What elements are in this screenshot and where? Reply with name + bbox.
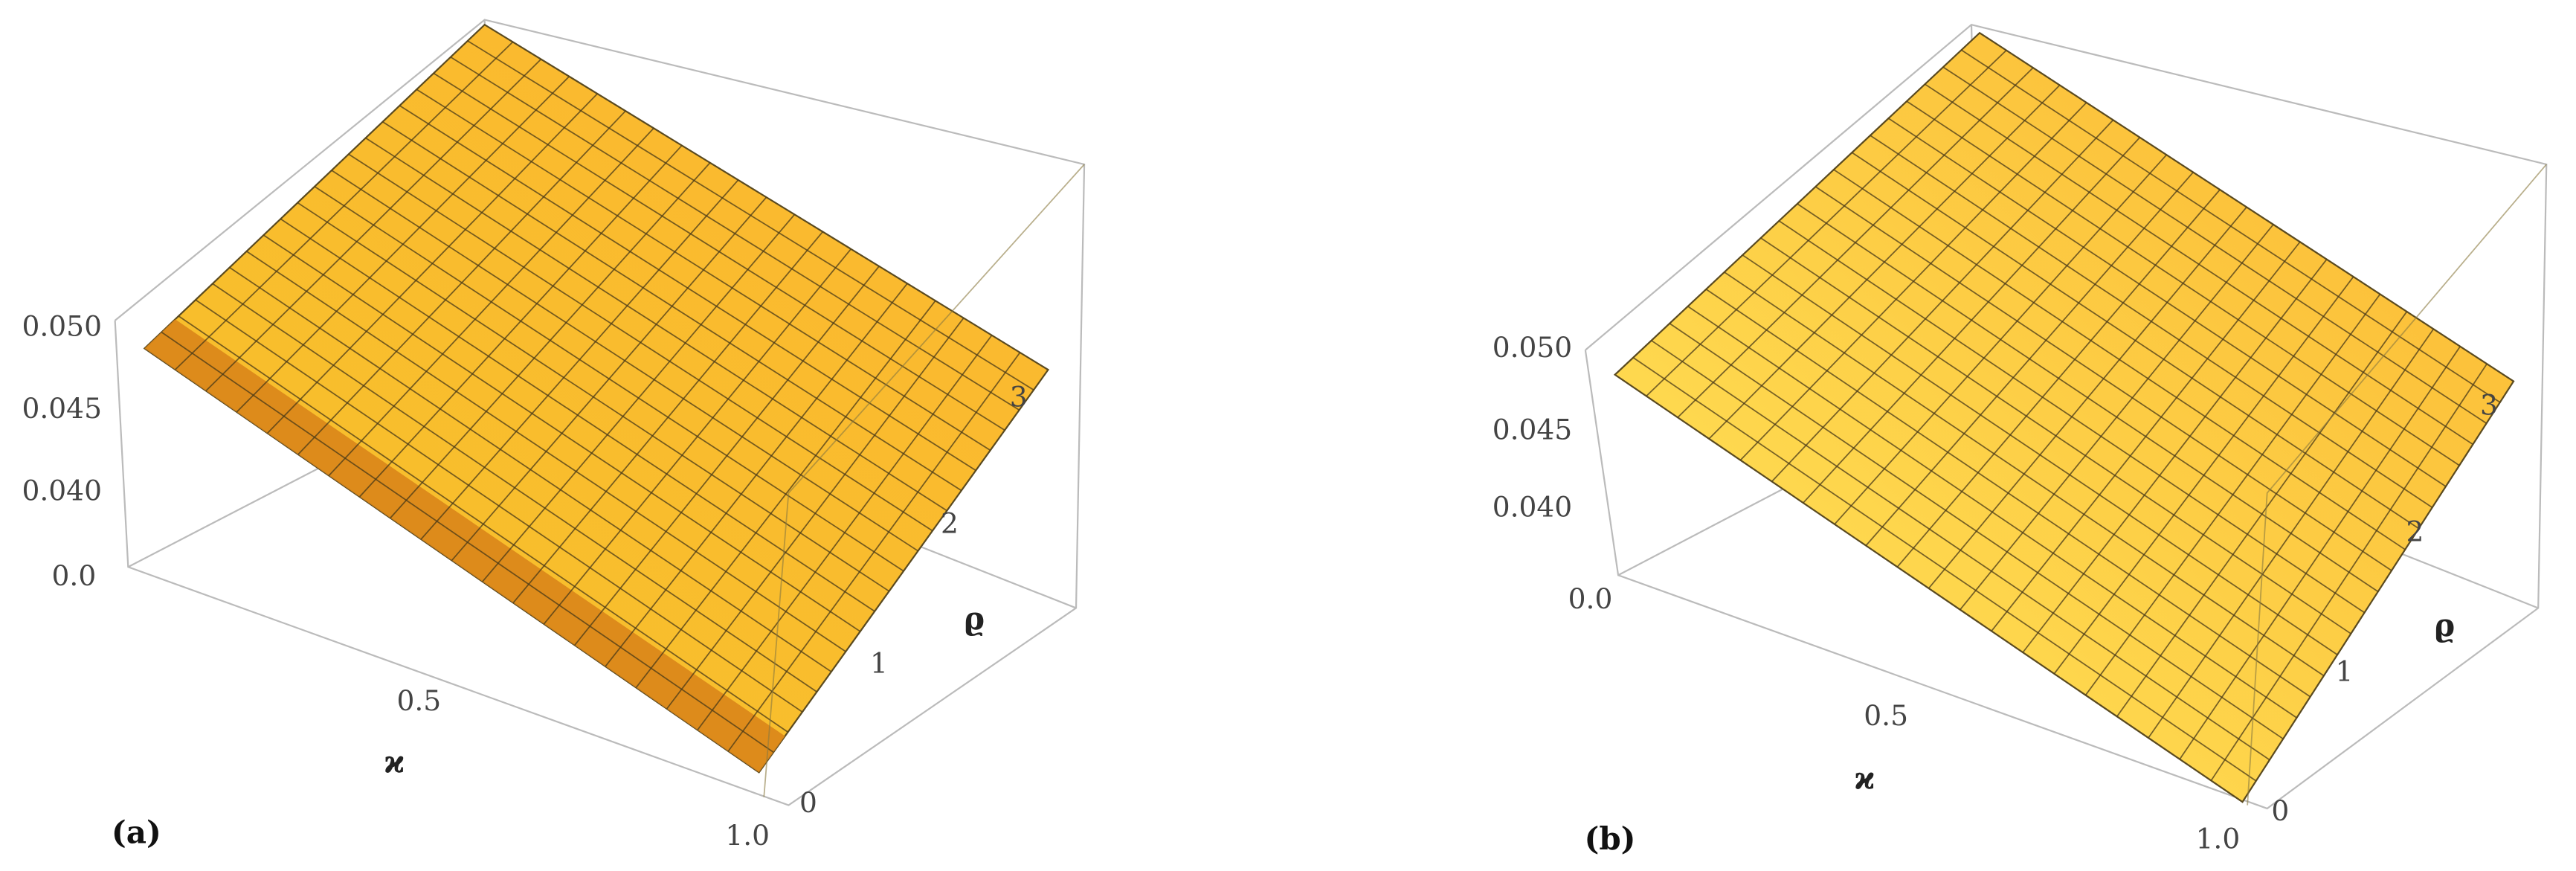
x-tick-label: 1.0 xyxy=(2196,823,2241,855)
x-axis-label: ϰ xyxy=(384,743,404,780)
mesh-line xyxy=(1870,135,2433,508)
mesh-line xyxy=(1887,118,2447,487)
y-tick-label: 0 xyxy=(2271,794,2289,827)
mesh-line xyxy=(2022,259,2328,653)
z-tick-label: 0.040 xyxy=(1493,490,1573,523)
x-tick-label: 0.5 xyxy=(1864,699,1908,732)
y-axis-label: ϱ xyxy=(2434,607,2455,643)
z-tick-label: 0.045 xyxy=(1493,414,1573,446)
mesh-line xyxy=(2210,363,2488,781)
mesh-line xyxy=(331,170,918,552)
mesh-line xyxy=(1991,241,2301,631)
mesh-line xyxy=(605,283,908,667)
x-tick-label: 0.0 xyxy=(52,559,97,592)
mesh-line xyxy=(543,248,851,625)
z-tick-label: 0.050 xyxy=(1493,331,1573,364)
y-tick-label: 1 xyxy=(870,646,888,679)
y-axis-label: ϱ xyxy=(964,600,985,637)
mesh-line xyxy=(2053,276,2354,675)
y-tick-label: 0 xyxy=(799,786,817,819)
z-tick-label: 0.040 xyxy=(22,474,102,507)
mesh-line xyxy=(727,352,1021,752)
z-tick-label: 0.045 xyxy=(22,392,102,425)
z-tick-label: 0.050 xyxy=(22,309,102,342)
panel-label: (a) xyxy=(112,814,161,850)
y-tick-label: 1 xyxy=(2336,655,2354,687)
mesh-line xyxy=(2179,346,2461,760)
mesh-line xyxy=(433,72,1005,431)
mesh-line xyxy=(314,186,904,572)
mesh-line xyxy=(1961,49,2501,403)
mesh-line xyxy=(1960,224,2274,611)
mesh-line xyxy=(2148,328,2435,739)
mesh-line xyxy=(482,213,796,582)
y-tick-label: 3 xyxy=(1010,380,1028,413)
mesh-line xyxy=(399,105,976,472)
mesh-line xyxy=(348,153,933,532)
mesh-line xyxy=(1797,203,2379,593)
x-axis-label: ϰ xyxy=(1855,759,1875,796)
mesh-line xyxy=(467,40,1034,390)
mesh-line xyxy=(635,300,936,688)
surface-plot: 0.050 0.045 0.040 0.0 0.5 1.0 0 1 2 3 ϰ ϱ (a) xyxy=(22,19,1086,852)
mesh-line xyxy=(1833,169,2406,550)
mesh-line xyxy=(666,318,965,710)
panel-label: (b) xyxy=(1584,820,1635,857)
mesh-line xyxy=(416,89,991,451)
mesh-line xyxy=(450,56,1020,411)
mesh-line xyxy=(2084,293,2381,696)
surface xyxy=(1613,31,2515,803)
mesh-line xyxy=(1851,152,2419,530)
x-tick-label: 0.0 xyxy=(1568,582,1613,615)
y-tick-label: 3 xyxy=(2480,388,2498,421)
surface-plot: 0.050 0.045 0.040 0.0 0.5 1.0 0 1 2 3 ϰ ϱ (b) xyxy=(1493,23,2548,857)
plot-box-hidden xyxy=(2247,164,2547,806)
y-tick-label: 2 xyxy=(941,507,959,540)
mesh-line xyxy=(2116,311,2408,717)
mesh-line xyxy=(365,137,947,512)
mesh-line xyxy=(1942,66,2488,424)
mesh-line xyxy=(1906,100,2460,466)
mesh-line xyxy=(1815,186,2392,571)
mesh-line xyxy=(1925,83,2473,446)
plot-box-hidden xyxy=(763,164,1085,797)
mesh-line xyxy=(574,266,880,646)
x-tick-label: 1.0 xyxy=(725,819,770,852)
mesh-line xyxy=(512,231,824,603)
mesh-line xyxy=(382,121,962,492)
y-tick-label: 2 xyxy=(2406,515,2424,548)
x-tick-label: 0.5 xyxy=(396,684,441,717)
mesh-line xyxy=(697,335,993,730)
